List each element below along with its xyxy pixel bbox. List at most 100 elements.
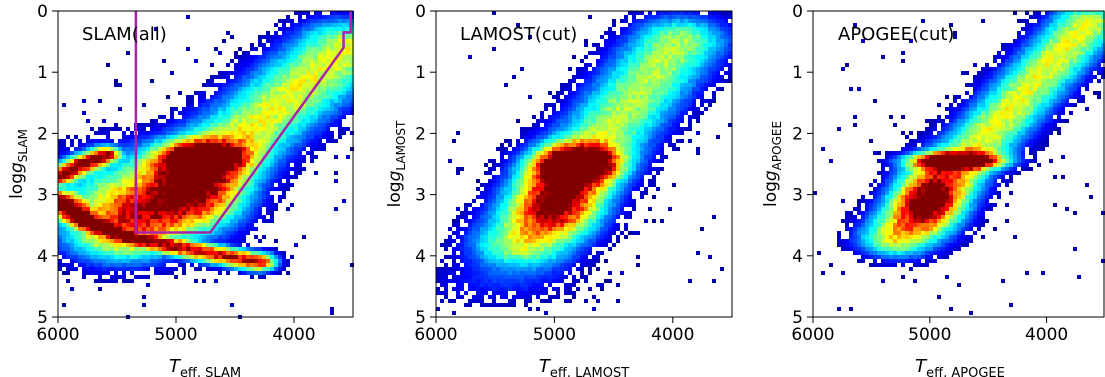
heatmap-cell [548, 275, 552, 279]
heatmap-cell [254, 207, 258, 211]
heatmap-cell [314, 87, 318, 91]
heatmap-cell [580, 263, 584, 267]
heatmap-cell [342, 107, 346, 111]
heatmap-cell [540, 147, 544, 151]
heatmap-cell [504, 151, 508, 155]
heatmap-cell [238, 251, 242, 255]
heatmap-cell [290, 183, 294, 187]
heatmap-cell [314, 131, 318, 135]
heatmap-cell [138, 163, 142, 167]
heatmap-cell [262, 203, 266, 207]
heatmap-cell [588, 239, 592, 243]
heatmap-cell [350, 31, 354, 35]
heatmap-cell [516, 159, 520, 163]
heatmap-cell [616, 115, 620, 119]
heatmap-cell [274, 71, 278, 75]
heatmap-cell [294, 143, 298, 147]
heatmap-cell [126, 179, 130, 183]
heatmap-cell [178, 219, 182, 223]
heatmap-cell [322, 99, 326, 103]
heatmap-cell [552, 171, 556, 175]
heatmap-cell [158, 187, 162, 191]
heatmap-cell [90, 183, 94, 187]
heatmap-cell [588, 215, 592, 219]
heatmap-cell [456, 247, 460, 251]
heatmap-cell [520, 295, 524, 299]
heatmap-cell [544, 251, 548, 255]
heatmap-cell [166, 167, 170, 171]
heatmap-cell [242, 259, 246, 263]
heatmap-cell [278, 147, 282, 151]
heatmap-cell [102, 127, 106, 131]
heatmap-cell [130, 271, 134, 275]
heatmap-cell [274, 255, 278, 259]
heatmap-cell [110, 183, 114, 187]
heatmap-cell [166, 135, 170, 139]
heatmap-cell [596, 43, 600, 47]
heatmap-cell [580, 127, 584, 131]
heatmap-cell [90, 191, 94, 195]
heatmap-cell [460, 271, 464, 275]
heatmap-cell [190, 187, 194, 191]
heatmap-cell [556, 227, 560, 231]
heatmap-cell [210, 195, 214, 199]
heatmap-cell [516, 247, 520, 251]
heatmap-cell [334, 59, 338, 63]
heatmap-cell [298, 119, 302, 123]
heatmap-cell [82, 183, 86, 187]
heatmap-cell [110, 243, 114, 247]
heatmap-cell [600, 171, 604, 175]
heatmap-cell [178, 203, 182, 207]
heatmap-cell [520, 143, 524, 147]
heatmap-cell [150, 159, 154, 163]
heatmap-cell [282, 19, 286, 23]
heatmap-cell [532, 215, 536, 219]
heatmap-cell [190, 95, 194, 99]
heatmap-cell [110, 167, 114, 171]
heatmap-cell [242, 215, 246, 219]
heatmap-cell [206, 151, 210, 155]
heatmap-cell [484, 255, 488, 259]
heatmap-cell [588, 183, 592, 187]
heatmap-cell [298, 39, 302, 43]
heatmap-cell [250, 143, 254, 147]
heatmap-cell [158, 271, 162, 275]
heatmap-cell [512, 251, 516, 255]
heatmap-cell [548, 159, 552, 163]
heatmap-cell [520, 127, 524, 131]
heatmap-cell [106, 199, 110, 203]
heatmap-cell [516, 259, 520, 263]
heatmap-cell [162, 255, 166, 259]
heatmap-cell [576, 203, 580, 207]
heatmap-cell [214, 131, 218, 135]
heatmap-cell [608, 51, 612, 55]
heatmap-cell [552, 207, 556, 211]
heatmap-cell [298, 27, 302, 31]
heatmap-cell [584, 207, 588, 211]
heatmap-cell [238, 243, 242, 247]
heatmap-cell [202, 255, 206, 259]
heatmap-cell [460, 287, 464, 291]
heatmap-cell [86, 251, 90, 255]
heatmap-cell [536, 163, 540, 167]
heatmap-cell [608, 79, 612, 83]
heatmap-cell [202, 279, 206, 283]
heatmap-cell [584, 127, 588, 131]
heatmap-cell [294, 71, 298, 75]
heatmap-cell [110, 171, 114, 175]
heatmap-cell [476, 243, 480, 247]
heatmap-cell [66, 183, 70, 187]
heatmap-cell [290, 67, 294, 71]
heatmap-cell [528, 235, 532, 239]
heatmap-cell [122, 235, 126, 239]
heatmap-cell [126, 259, 130, 263]
heatmap-cell [250, 79, 254, 83]
heatmap-cell [560, 131, 564, 135]
heatmap-cell [588, 119, 592, 123]
heatmap-cell [584, 247, 588, 251]
heatmap-cell [174, 215, 178, 219]
heatmap-cell [294, 63, 298, 67]
heatmap-cell [576, 235, 580, 239]
heatmap-cell [500, 295, 504, 299]
heatmap-cell [58, 191, 62, 195]
